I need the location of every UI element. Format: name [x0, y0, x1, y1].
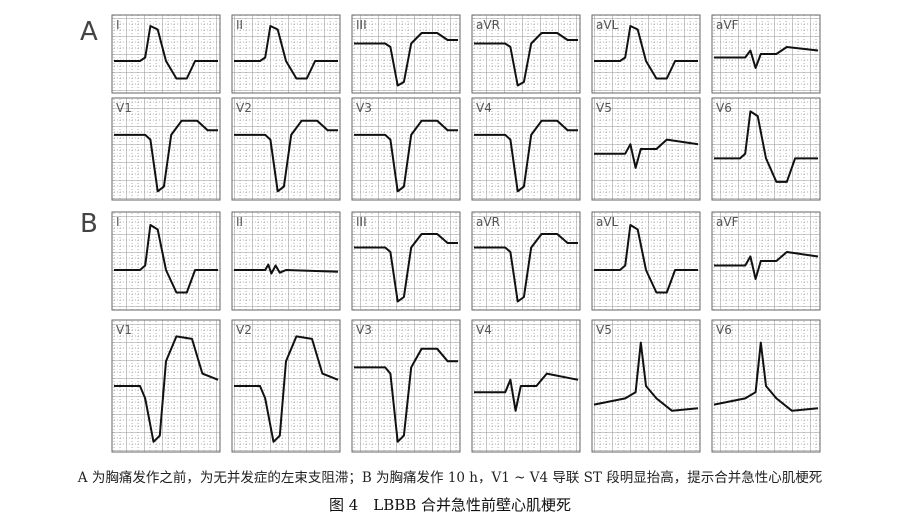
ecg-trace: [594, 25, 698, 80]
ecg-trace: [114, 25, 218, 80]
ecg-panel: aVF: [711, 14, 821, 94]
ecg-panel: I: [111, 211, 221, 311]
ecg-panel: aVL: [591, 14, 701, 94]
lead-label: V2: [236, 323, 252, 337]
ecg-trace: [714, 110, 818, 183]
panel-grid: [471, 97, 581, 201]
ecg-panel: V6: [711, 97, 821, 201]
lead-label: aVF: [716, 215, 739, 229]
caption: A 为胸痛发作之前，为无并发症的左束支阻滞；B 为胸痛发作 10 h，V1 ~ …: [77, 469, 822, 486]
ecg-trace: [234, 25, 338, 80]
ecg-trace: [234, 263, 339, 275]
ecg-panel: V4: [471, 97, 581, 201]
lead-label: III: [356, 215, 367, 229]
ecg-trace: [714, 46, 819, 69]
ecg-panel: aVL: [591, 211, 701, 311]
lead-label: V5: [596, 101, 612, 115]
lead-label: V4: [476, 323, 492, 337]
lead-label: I: [116, 215, 120, 229]
lead-label: aVL: [596, 215, 619, 229]
ecg-panel: II: [231, 211, 341, 311]
ecg-panel: V3: [351, 319, 461, 453]
ecg-trace: [474, 32, 578, 87]
lead-label: aVL: [596, 18, 619, 32]
lead-label: V1: [116, 323, 132, 337]
ecg-panel: V5: [591, 97, 701, 201]
lead-label: III: [356, 18, 367, 32]
panel-grid: [111, 14, 221, 94]
panel-grid: [231, 14, 341, 94]
ecg-panel: V2: [231, 97, 341, 201]
ecg-trace: [474, 233, 578, 303]
ecg-trace: [714, 251, 819, 280]
panel-grid: [231, 211, 341, 311]
ecg-trace: [114, 335, 219, 443]
ecg-panel: V4: [471, 319, 581, 453]
lead-label: II: [236, 18, 243, 32]
lead-label: aVR: [476, 18, 500, 32]
panel-grid: [231, 97, 341, 201]
ecg-panel: V1: [111, 319, 221, 453]
ecg-panel: I: [111, 14, 221, 94]
group-label: B: [80, 209, 98, 239]
panel-grid: [111, 97, 221, 201]
ecg-trace: [114, 224, 218, 294]
ecg-trace: [594, 224, 698, 294]
lead-label: aVF: [716, 18, 739, 32]
lead-label: V2: [236, 101, 252, 115]
lead-label: V6: [716, 101, 732, 115]
ecg-panel: V1: [111, 97, 221, 201]
ecg-trace: [114, 119, 218, 193]
ecg-panel: V6: [711, 319, 821, 453]
ecg-panel: III: [351, 211, 461, 311]
panel-grid: [591, 14, 701, 94]
ecg-panel: V3: [351, 97, 461, 201]
panel-grid: [351, 319, 461, 453]
ecg-trace: [713, 341, 819, 412]
panel-grid: [351, 14, 461, 94]
lead-label: I: [116, 18, 120, 32]
lead-label: V1: [116, 101, 132, 115]
figure-title: 图 4 LBBB 合并急性前壁心肌梗死: [329, 496, 571, 514]
ecg-trace: [354, 32, 458, 87]
ecg-trace: [594, 138, 699, 169]
ecg-trace: [354, 233, 458, 303]
ecg-panel: aVF: [711, 211, 821, 311]
ecg-trace: [474, 119, 578, 193]
lead-label: aVR: [476, 215, 500, 229]
panel-grid: [591, 211, 701, 311]
ecg-trace: [354, 347, 458, 443]
ecg-trace: [234, 119, 338, 193]
ecg-trace: [234, 335, 339, 443]
panel-grid: [471, 211, 581, 311]
lead-label: V6: [716, 323, 732, 337]
ecg-panel: V2: [231, 319, 341, 453]
panel-grid: [111, 211, 221, 311]
ecg-panel: aVR: [471, 14, 581, 94]
ecg-trace: [593, 341, 699, 412]
ecg-panel: III: [351, 14, 461, 94]
ecg-panel: V5: [591, 319, 701, 453]
ecg-panel: II: [231, 14, 341, 94]
ecg-panel: aVR: [471, 211, 581, 311]
lead-label: V3: [356, 101, 372, 115]
panel-grid: [471, 14, 581, 94]
lead-label: V3: [356, 323, 372, 337]
ecg-trace: [354, 119, 458, 193]
panel-grid: [711, 97, 821, 201]
panel-grid: [351, 97, 461, 201]
lead-label: II: [236, 215, 243, 229]
lead-label: V4: [476, 101, 492, 115]
ecg-trace: [474, 372, 579, 412]
group-label: A: [80, 17, 98, 47]
lead-label: V5: [596, 323, 612, 337]
panel-grid: [351, 211, 461, 311]
